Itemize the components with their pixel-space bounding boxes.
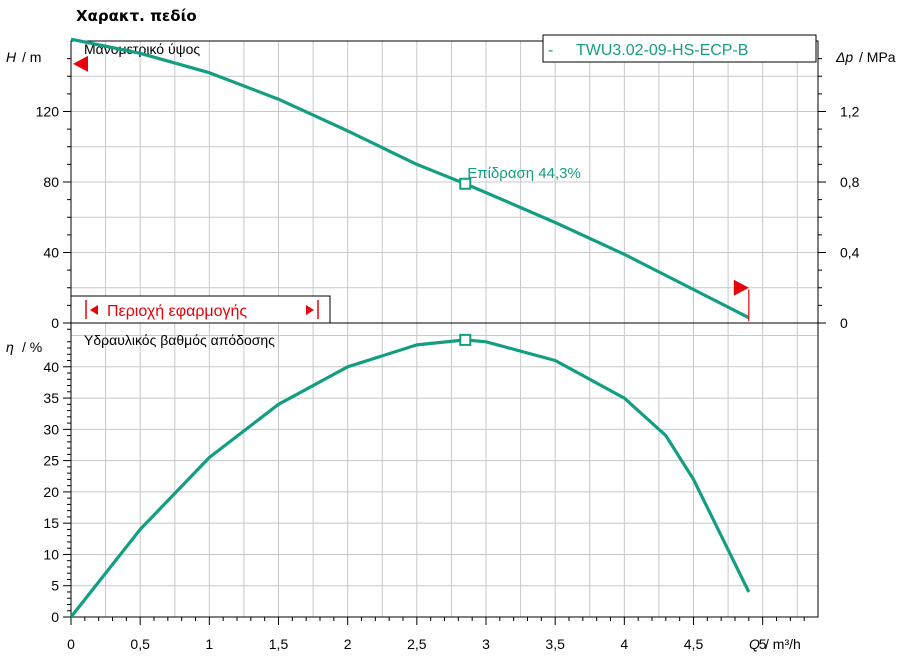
application-range-box (70, 295, 331, 324)
x-tick-label: 5 (759, 636, 767, 652)
x-tick-label: 4 (620, 636, 628, 652)
x-axis-symbol: Q (749, 636, 760, 652)
application-range-label: Περιοχή εφαρμογής (107, 303, 247, 320)
x-tick-label: 4,5 (684, 636, 704, 652)
efficiency-curve-line (69, 338, 751, 618)
head-panel-title: Μανομετρικό ύψος (84, 41, 200, 57)
y-axis-unit: / m (22, 49, 41, 65)
head-curve-line (70, 37, 750, 320)
page-title: Χαρακτ. πεδίο (76, 7, 197, 25)
y-axis-symbol: H (6, 49, 17, 65)
x-axis-unit: / m³/h (765, 636, 801, 652)
range-arrow-right (306, 305, 314, 315)
x-tick-label: 3,5 (545, 636, 565, 652)
x-tick-label: 3 (482, 636, 490, 652)
range-min-marker (73, 55, 88, 72)
eta-tick-label: 10 (43, 546, 59, 562)
y2-axis-unit: / MPa (859, 49, 896, 65)
eta-tick-label: 35 (43, 390, 59, 406)
y2-tick-label: 0 (840, 315, 848, 331)
efficiency-panel-title: Υδραυλικός βαθμός απόδοσης (84, 332, 275, 348)
duty-point-marker (459, 177, 472, 190)
eta-tick-label: 25 (43, 453, 59, 469)
duty-point-label: Επίδραση 44,3% (467, 165, 581, 182)
range-arrow-left (90, 305, 98, 315)
legend-box (542, 34, 817, 63)
legend-dash: - (548, 42, 553, 59)
y2-tick-label: 0,8 (840, 174, 860, 190)
y2-axis-symbol: Δp (835, 49, 853, 65)
y-tick-label: 40 (43, 245, 59, 261)
x-tick-label: 0 (67, 636, 75, 652)
x-tick-label: 2 (344, 636, 352, 652)
eta-tick-label: 20 (43, 484, 59, 500)
x-tick-label: 2,5 (407, 636, 427, 652)
eta-axis-unit: / % (22, 339, 42, 355)
y2-tick-label: 0,4 (840, 245, 860, 261)
x-tick-label: 1,5 (269, 636, 289, 652)
y2-tick-label: 1,2 (840, 104, 860, 120)
eta-tick-label: 15 (43, 515, 59, 531)
eta-tick-label: 40 (43, 359, 59, 375)
eta-axis-symbol: η (6, 339, 14, 355)
eta-tick-label: 0 (51, 609, 59, 625)
eta-tick-label: 5 (51, 578, 59, 594)
y-tick-label: 0 (51, 315, 59, 331)
y-tick-label: 80 (43, 174, 59, 190)
x-tick-label: 1 (205, 636, 213, 652)
x-tick-label: 0,5 (130, 636, 150, 652)
efficiency-duty-point-marker (459, 333, 472, 346)
legend-label: TWU3.02-09-HS-ECP-B (576, 42, 748, 59)
eta-tick-label: 30 (43, 421, 59, 437)
y-tick-label: 120 (36, 104, 60, 120)
range-max-marker (733, 279, 749, 296)
